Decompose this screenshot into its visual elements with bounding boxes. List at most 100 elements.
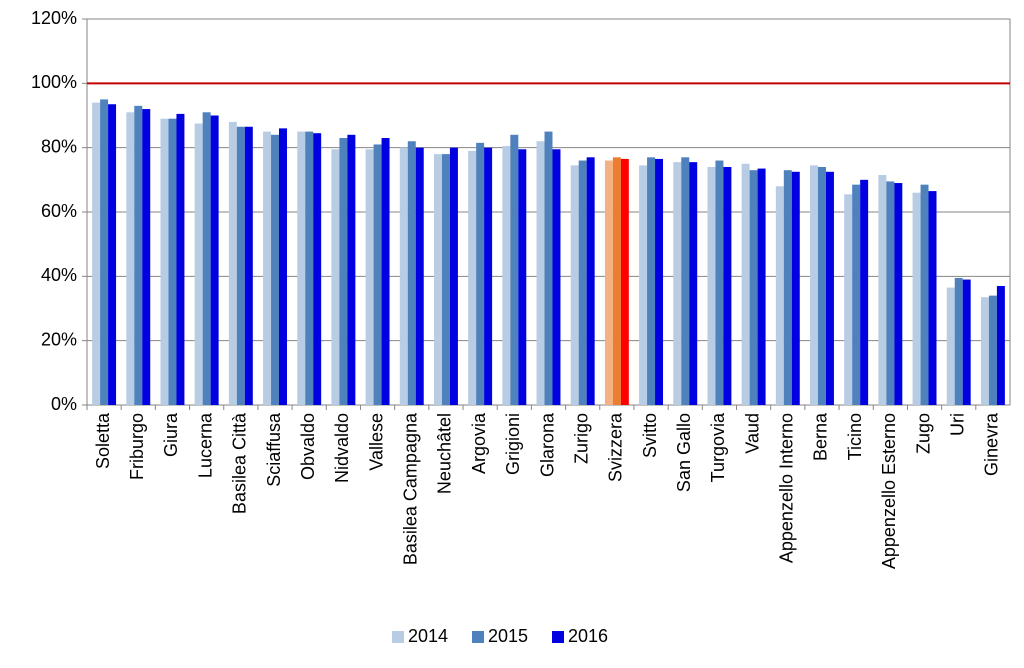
bar — [775, 186, 784, 405]
y-tick-label: 100% — [31, 72, 77, 92]
legend-swatch — [392, 631, 404, 643]
bar — [860, 179, 869, 405]
bar — [449, 147, 458, 405]
bar — [604, 160, 613, 405]
bar — [928, 191, 937, 405]
bar — [407, 141, 416, 405]
bar — [126, 112, 135, 406]
bar — [347, 134, 356, 406]
bar — [381, 138, 390, 405]
bar — [202, 112, 211, 406]
bar — [996, 285, 1005, 405]
x-tick-label: Uri — [947, 413, 967, 436]
bar — [689, 162, 698, 405]
x-tick-label: Glarona — [537, 412, 557, 477]
bar — [373, 144, 382, 405]
x-tick-label: Soletta — [93, 412, 113, 469]
bar — [749, 170, 758, 405]
bar — [894, 183, 903, 405]
x-tick-label: Lucerna — [195, 412, 215, 478]
bar — [210, 115, 219, 405]
legend-label: 2016 — [568, 626, 608, 646]
legend-label: 2014 — [408, 626, 448, 646]
bar — [244, 126, 253, 405]
bar — [612, 157, 621, 405]
x-tick-label: Appenzello Interno — [777, 413, 797, 563]
bar — [620, 158, 629, 405]
bar — [946, 287, 955, 405]
x-tick-label: Neuchâtel — [435, 413, 455, 494]
bar — [476, 142, 485, 405]
bar — [271, 134, 280, 406]
x-tick-label: Obvaldo — [298, 413, 318, 480]
y-tick-label: 60% — [41, 201, 77, 221]
bar — [279, 128, 287, 405]
bar — [655, 158, 664, 405]
bar — [647, 157, 656, 405]
bar — [339, 138, 348, 405]
x-tick-label: Turgovia — [708, 412, 728, 482]
bar — [757, 168, 766, 405]
bar — [912, 192, 921, 405]
x-tick-label: Svitto — [640, 413, 660, 458]
bar — [297, 131, 306, 406]
x-tick-label: Vaud — [742, 413, 762, 454]
bar — [639, 165, 648, 405]
bar — [707, 166, 716, 405]
bar — [160, 118, 169, 405]
x-tick-label: Appenzello Esterno — [879, 413, 899, 569]
bar — [305, 131, 314, 406]
bar — [331, 149, 340, 405]
bar — [194, 123, 203, 406]
x-tick-label: Friburgo — [127, 413, 147, 480]
bar — [878, 175, 887, 405]
x-tick-label: Svizzera — [606, 412, 626, 482]
bar — [791, 171, 800, 405]
legend-label: 2015 — [488, 626, 528, 646]
legend-swatch — [472, 631, 484, 643]
bar — [552, 149, 561, 405]
bar — [886, 181, 895, 405]
bar — [134, 105, 143, 405]
bar — [825, 171, 834, 405]
bar — [783, 170, 792, 405]
bar — [852, 184, 861, 405]
bar — [108, 104, 117, 405]
x-tick-label: Berna — [811, 412, 831, 461]
y-tick-label: 120% — [31, 8, 77, 28]
bar — [168, 118, 177, 405]
x-tick-label: Sciaffusa — [264, 412, 284, 487]
bar — [176, 113, 185, 406]
x-tick-label: San Gallo — [674, 413, 694, 492]
bar — [817, 166, 826, 405]
bar — [92, 102, 101, 405]
x-tick-label: Giura — [161, 412, 181, 457]
legend-swatch — [552, 631, 564, 643]
bar — [723, 166, 732, 405]
bar — [399, 147, 408, 405]
bar — [142, 109, 151, 406]
bar — [510, 134, 519, 406]
bar — [236, 126, 245, 405]
bar — [681, 157, 690, 405]
bar — [441, 154, 450, 405]
bar — [228, 121, 237, 405]
y-tick-label: 20% — [41, 329, 77, 349]
bar — [502, 146, 511, 405]
x-tick-label: Basilea Città — [230, 412, 250, 514]
bar — [100, 99, 109, 406]
x-tick-label: Basilea Campagna — [401, 412, 421, 565]
x-tick-label: Zurigo — [571, 413, 591, 464]
bar — [263, 131, 272, 406]
bar — [741, 163, 750, 405]
y-tick-label: 80% — [41, 136, 77, 156]
x-tick-label: Ticino — [845, 413, 865, 460]
bar — [570, 165, 579, 405]
x-tick-label: Nidvaldo — [332, 413, 352, 483]
bar — [988, 295, 997, 405]
bar — [673, 162, 682, 405]
bar — [715, 160, 724, 405]
bar — [468, 150, 477, 405]
bar — [536, 141, 545, 405]
